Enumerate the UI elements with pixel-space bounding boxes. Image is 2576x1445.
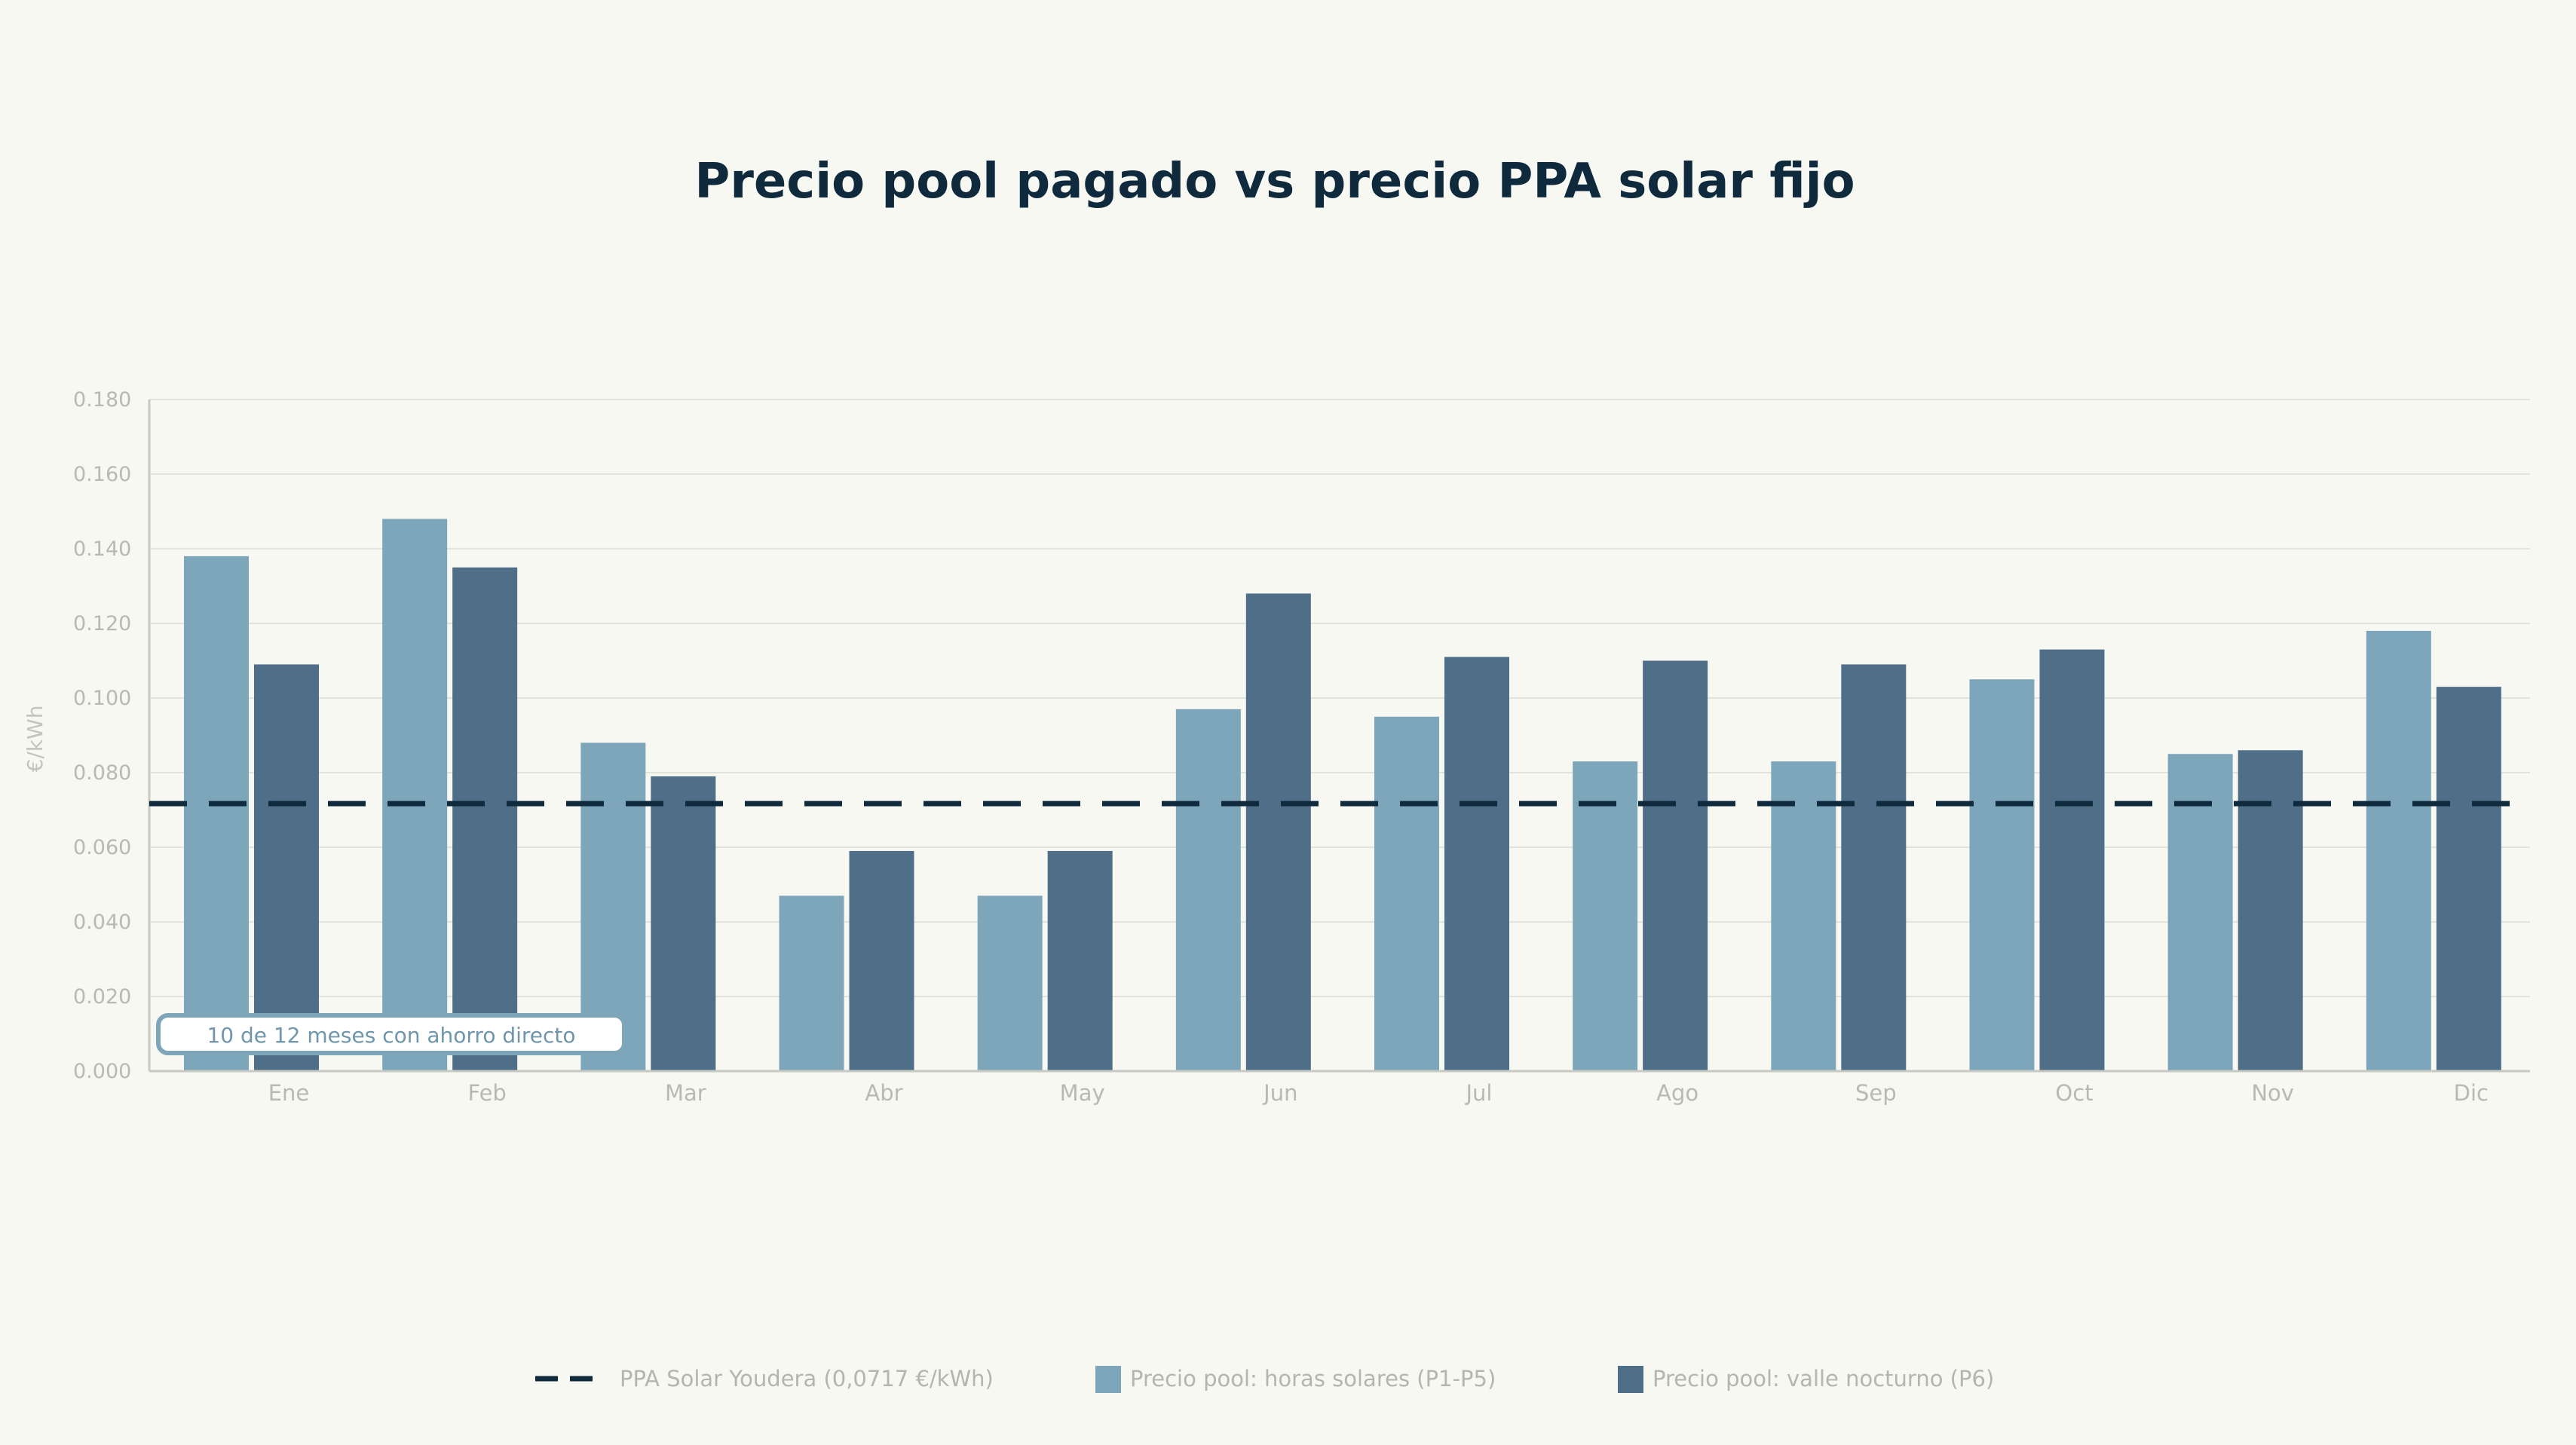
legend-ppa-label: PPA Solar Youdera (0,0717 €/kWh)	[620, 1366, 994, 1391]
bar-solar-nov	[2167, 754, 2233, 1071]
legend: PPA Solar Youdera (0,0717 €/kWh) Precio …	[535, 1366, 1994, 1393]
y-tick-label: 0.100	[73, 687, 131, 710]
y-tick-label: 0.060	[73, 836, 131, 859]
x-tick-label: Abr	[865, 1080, 902, 1106]
bar-solar-ene	[184, 556, 249, 1071]
bar-night-jun	[1245, 593, 1311, 1071]
bar-night-ene	[254, 664, 319, 1071]
x-tick-label: Mar	[665, 1080, 706, 1106]
y-tick-label: 0.140	[73, 537, 131, 561]
bar-night-ago	[1643, 660, 1708, 1071]
bar-solar-jul	[1374, 716, 1439, 1071]
x-tick-label: Ene	[268, 1080, 310, 1106]
bar-night-nov	[2238, 750, 2303, 1071]
y-tick-label: 0.080	[73, 761, 131, 785]
legend-night-label: Precio pool: valle nocturno (P6)	[1652, 1366, 1994, 1391]
x-tick-label: May	[1060, 1080, 1105, 1106]
annotation-box	[156, 1013, 626, 1055]
bar-solar-feb	[382, 519, 448, 1071]
bar-night-sep	[1841, 664, 1907, 1071]
bar-solar-sep	[1771, 761, 1836, 1071]
bar-solar-jun	[1175, 709, 1241, 1071]
legend-night-swatch	[1618, 1366, 1643, 1393]
y-tick-label: 0.120	[73, 612, 131, 635]
x-tick-label: Jul	[1465, 1080, 1493, 1106]
legend-solar-label: Precio pool: horas solares (P1-P5)	[1130, 1366, 1496, 1391]
bar-night-may	[1047, 850, 1113, 1071]
bar-solar-ago	[1573, 761, 1638, 1071]
bar-night-feb	[452, 567, 518, 1071]
bar-solar-abr	[779, 895, 844, 1071]
bar-night-mar	[651, 776, 716, 1071]
chart-title: Precio pool pagado vs precio PPA solar f…	[694, 154, 1855, 210]
annotation: 10 de 12 meses con ahorro directo	[156, 1013, 626, 1055]
y-tick-label: 0.180	[73, 388, 131, 412]
y-tick-label: 0.040	[73, 911, 131, 934]
bar-night-dic	[2436, 687, 2501, 1071]
y-tick-label: 0.160	[73, 463, 131, 486]
bar-solar-may	[977, 895, 1043, 1071]
y-tick-label: 0.020	[73, 985, 131, 1009]
x-tick-label: Ago	[1656, 1080, 1698, 1106]
bar-solar-dic	[2366, 630, 2431, 1071]
bar-night-oct	[2039, 649, 2105, 1071]
y-tick-label: 0.000	[73, 1060, 131, 1083]
y-axis-label: €/kWh	[23, 706, 47, 773]
x-tick-label: Oct	[2055, 1080, 2093, 1106]
x-tick-label: Dic	[2454, 1080, 2489, 1106]
bar-solar-oct	[1969, 679, 2035, 1071]
bar-night-abr	[849, 850, 914, 1071]
x-tick-label: Feb	[467, 1080, 506, 1106]
bar-night-jul	[1444, 657, 1509, 1071]
annotation-text: 10 de 12 meses con ahorro directo	[207, 1023, 575, 1048]
x-tick-label: Jun	[1262, 1080, 1297, 1106]
x-tick-label: Sep	[1855, 1080, 1897, 1106]
legend-solar-swatch	[1095, 1366, 1121, 1393]
x-tick-label: Nov	[2251, 1080, 2294, 1106]
